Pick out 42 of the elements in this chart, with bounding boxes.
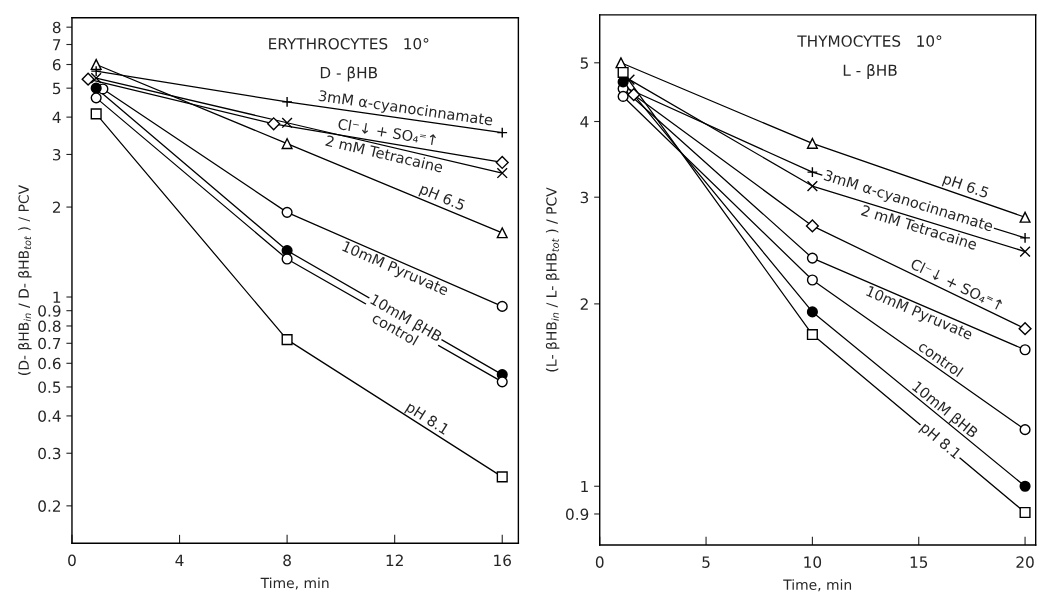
y-axis-title: (L- βHB$_{in}$ / L- βHB$_{tot}$ ) / PCV [545, 187, 560, 372]
y-tick-label: 0.9 [566, 508, 589, 520]
x-axis-title: Time, min [783, 579, 852, 592]
text: THYMOCYTES 10° [797, 35, 942, 47]
y-tick-label: 0.9 [38, 305, 61, 317]
text: pH 6.5 [418, 183, 466, 214]
y-tick-label: 1 [581, 480, 588, 493]
y-tick-label: 4 [580, 116, 589, 128]
x-tick-label: 10 [804, 556, 822, 568]
y-tick-label: 2 [52, 201, 61, 213]
y-tick-label: 0.5 [38, 381, 61, 393]
y-tick-label: 0.4 [38, 410, 61, 422]
y-tick-label: 0.6 [38, 357, 61, 370]
y-tick-label: 5 [580, 57, 588, 69]
text: D - βHB [320, 66, 378, 82]
y-tick-label: 4 [52, 111, 61, 123]
y-axis-title: (D- βHB$_{in}$ / D- βHB$_{tot}$ ) / PCV [18, 185, 32, 375]
x-tick-label: 20 [1016, 556, 1034, 568]
x-tick-label: 12 [386, 554, 403, 566]
y-tick-label: 2 [580, 298, 588, 310]
y-tick-label: 0.7 [38, 337, 61, 350]
x-tick-label: 0 [68, 554, 76, 567]
text: pH 8.1 [404, 401, 450, 438]
y-tick-label: 1 [53, 291, 61, 303]
y-tick-label: 5 [53, 82, 61, 95]
x-tick-label: 8 [283, 554, 291, 567]
y-tick-label: 6 [52, 58, 61, 71]
x-tick-label: 16 [494, 554, 511, 567]
x-tick-label: 0 [595, 556, 604, 568]
y-tick-label: 3 [580, 191, 589, 204]
x-tick-label: 4 [175, 554, 184, 566]
x-axis-title: Time, min [260, 577, 329, 590]
y-tick-label: 0.8 [38, 320, 61, 332]
text: L - βHB [843, 64, 897, 79]
y-tick-label: 8 [52, 21, 61, 34]
x-tick-label: 5 [702, 556, 710, 568]
y-tick-label: 0.3 [38, 447, 61, 460]
y-tick-label: 3 [52, 148, 61, 161]
text: ERYTHROCYTES 10° [269, 37, 429, 50]
y-tick-label: 7 [53, 39, 61, 51]
y-tick-label: 0.2 [38, 500, 61, 512]
x-tick-label: 15 [910, 556, 928, 568]
